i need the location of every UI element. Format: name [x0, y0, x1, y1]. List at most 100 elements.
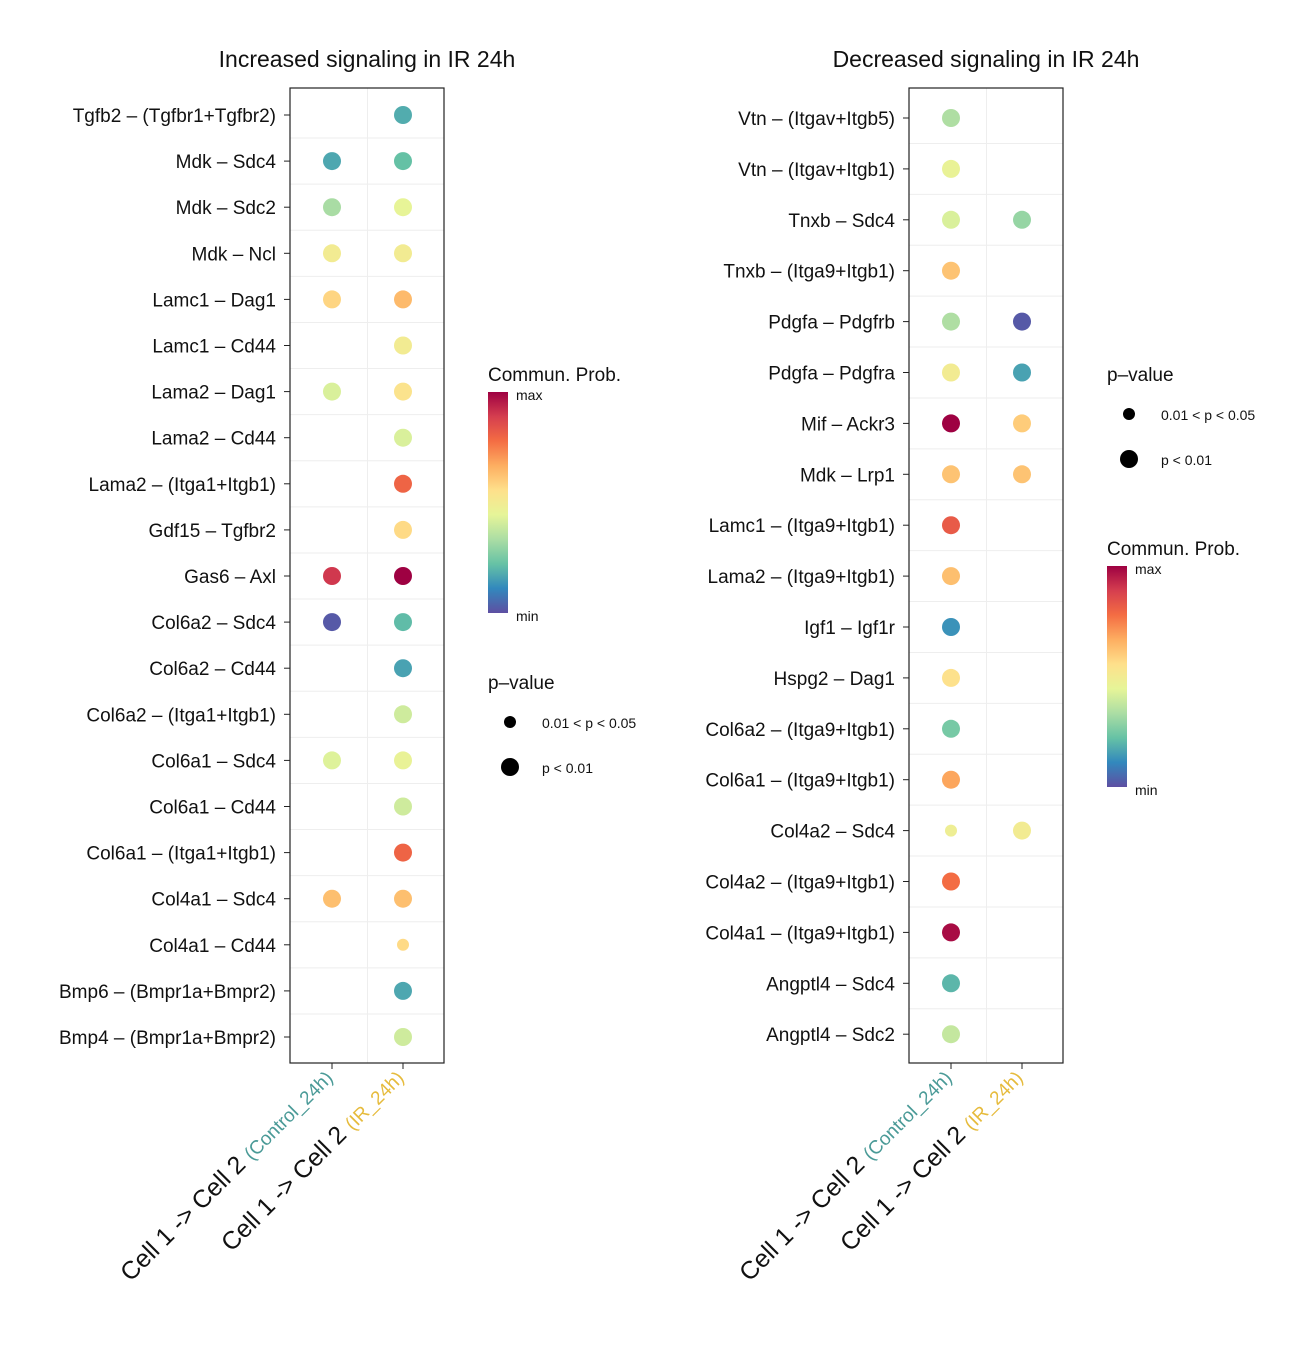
dot-point	[394, 336, 412, 355]
legend-size-dot-small	[504, 716, 516, 728]
dot-point	[394, 705, 412, 724]
dot-point	[942, 363, 960, 382]
dot-point	[1013, 210, 1031, 229]
dot-point	[323, 751, 341, 770]
dot-point	[942, 770, 960, 789]
dot-point	[394, 797, 412, 816]
dot-point	[323, 198, 341, 217]
y-tick-label: Col4a1 – (Itga9+Itgb1)	[705, 923, 895, 944]
x-tick-label-main: Cell 1 -> Cell 2	[835, 1116, 976, 1257]
y-tick-label: Col6a2 – (Itga9+Itgb1)	[705, 720, 895, 741]
y-tick-label: Col6a2 – (Itga1+Itgb1)	[86, 705, 276, 726]
dot-point	[394, 981, 412, 1000]
y-tick-label: Tnxb – (Itga9+Itgb1)	[723, 262, 895, 283]
y-tick-label: Tnxb – Sdc4	[788, 211, 895, 232]
y-tick-label: Lama2 – (Itga1+Itgb1)	[89, 475, 277, 496]
dot-point	[942, 668, 960, 687]
y-tick-label: Lama2 – Dag1	[151, 383, 276, 404]
y-tick-label: Vtn – (Itgav+Itgb5)	[738, 109, 895, 130]
legend-size-dot-small	[1123, 408, 1135, 420]
legend-size-dot-large	[1120, 450, 1138, 468]
y-tick-label: Col6a1 – (Itga1+Itgb1)	[86, 844, 276, 865]
legend-size-label-small: 0.01 < p < 0.05	[1161, 407, 1255, 423]
dot-point	[397, 938, 409, 951]
legend-colorbar-max: max	[1135, 561, 1161, 577]
legend-size-label-small: 0.01 < p < 0.05	[542, 715, 636, 731]
legend-size-label-large: p < 0.01	[542, 760, 593, 776]
dot-point	[323, 152, 341, 171]
y-tick-label: Angptl4 – Sdc2	[766, 1025, 895, 1046]
dot-point	[942, 974, 960, 993]
y-tick-label: Mdk – Ncl	[192, 244, 276, 265]
dot-point	[1013, 821, 1031, 840]
dot-point	[394, 751, 412, 770]
legend-size-label-large: p < 0.01	[1161, 452, 1212, 468]
dot-point	[394, 1028, 412, 1046]
legend-colorbar	[1107, 566, 1127, 787]
dot-point	[942, 923, 960, 942]
dot-point	[942, 1025, 960, 1044]
y-tick-label: Mdk – Lrp1	[800, 465, 895, 486]
legend-colorbar-min: min	[1135, 782, 1158, 798]
y-tick-label: Hspg2 – Dag1	[774, 669, 895, 690]
dot-point	[1013, 465, 1031, 484]
y-tick-label: Col6a1 – Cd44	[149, 798, 276, 819]
y-tick-label: Col4a1 – Cd44	[149, 936, 276, 957]
dot-point	[394, 382, 412, 401]
x-tick-label-group: (IR_24h)	[341, 1068, 408, 1135]
y-tick-label: Mdk – Sdc4	[176, 152, 277, 173]
y-tick-label: Angptl4 – Sdc4	[766, 974, 895, 995]
dot-point	[1013, 414, 1031, 433]
dot-point	[394, 152, 412, 171]
dot-point	[394, 613, 412, 632]
y-tick-label: Lamc1 – (Itga9+Itgb1)	[709, 516, 895, 537]
dot-point	[394, 106, 412, 124]
x-tick-label-main: Cell 1 -> Cell 2	[216, 1116, 357, 1257]
dot-point	[945, 824, 957, 837]
y-tick-label: Mif – Ackr3	[801, 414, 895, 435]
y-tick-label: Pdgfa – Pdgfra	[768, 364, 895, 385]
dot-point	[394, 290, 412, 309]
x-tick-label-main: Cell 1 -> Cell 2	[734, 1146, 875, 1287]
y-tick-label: Tgfb2 – (Tgfbr1+Tgfbr2)	[73, 106, 276, 127]
y-tick-label: Col6a2 – Cd44	[149, 659, 276, 680]
y-tick-label: Lamc1 – Dag1	[152, 290, 276, 311]
panel-2: Decreased signaling in IR 24h Vtn – (Itga…	[705, 46, 1255, 1287]
legend-size-title: p–value	[488, 673, 555, 694]
legend-colorbar-max: max	[516, 387, 542, 403]
dot-point	[942, 210, 960, 229]
dot-point	[942, 109, 960, 127]
dot-point	[942, 719, 960, 738]
dot-point	[394, 520, 412, 539]
y-tick-label: Col4a2 – Sdc4	[770, 822, 895, 843]
dot-point	[394, 567, 412, 585]
y-tick-label: Bmp6 – (Bmpr1a+Bmpr2)	[59, 982, 276, 1003]
dot-point	[394, 889, 412, 908]
panel-1: Increased signaling in IR 24h Tgfb2 – (Tg…	[59, 46, 636, 1287]
legend-color-title: Commun. Prob.	[1107, 539, 1240, 560]
dot-point	[323, 382, 341, 401]
legend-colorbar-min: min	[516, 608, 539, 624]
dot-point	[942, 414, 960, 433]
dot-point	[942, 567, 960, 586]
y-tick-label: Lamc1 – Cd44	[152, 337, 276, 358]
y-tick-label: Lama2 – Cd44	[151, 429, 276, 450]
legend-colorbar	[488, 392, 508, 613]
dot-point	[942, 516, 960, 535]
dot-point	[394, 474, 412, 493]
legend-size-title: p–value	[1107, 365, 1174, 386]
y-tick-label: Igf1 – Igf1r	[804, 618, 896, 639]
x-tick-label-main: Cell 1 -> Cell 2	[115, 1146, 256, 1287]
dot-point	[394, 843, 412, 862]
dot-point	[394, 244, 412, 263]
dot-point	[323, 889, 341, 908]
dot-point	[323, 290, 341, 309]
dot-point	[942, 465, 960, 484]
dot-point	[942, 618, 960, 636]
y-tick-label: Bmp4 – (Bmpr1a+Bmpr2)	[59, 1028, 276, 1049]
dot-point	[323, 567, 341, 585]
y-tick-label: Gdf15 – Tgfbr2	[149, 521, 276, 542]
y-tick-label: Col4a2 – (Itga9+Itgb1)	[705, 873, 895, 894]
y-tick-label: Col6a1 – Sdc4	[151, 751, 276, 772]
